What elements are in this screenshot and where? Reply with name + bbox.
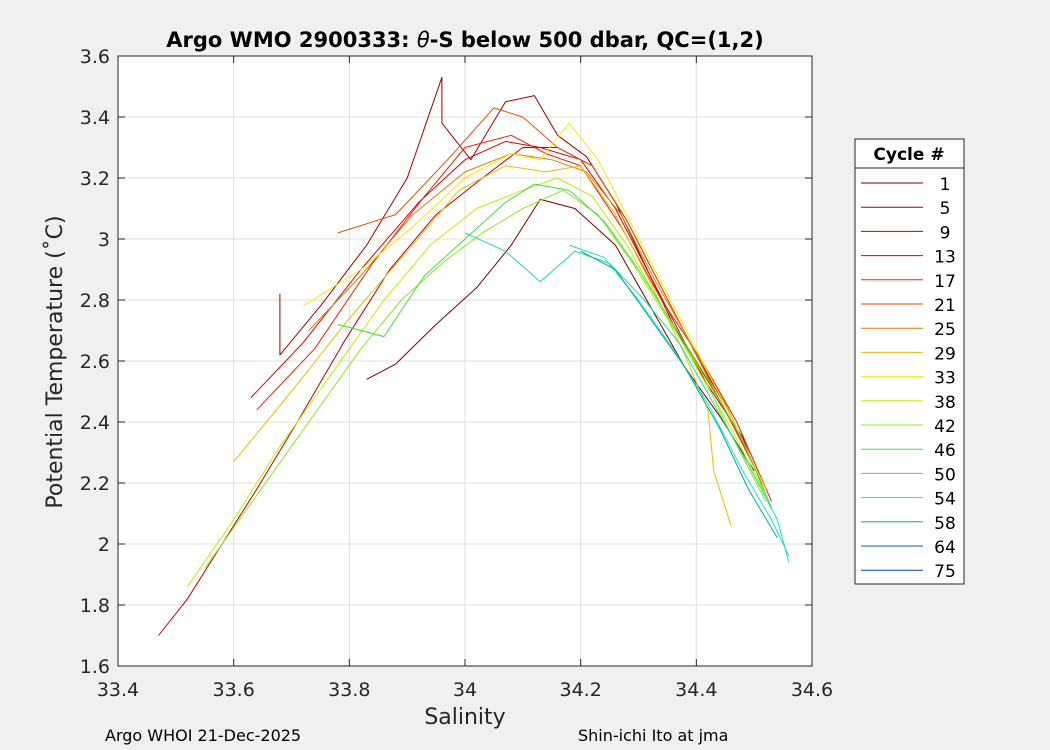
y-tick-label: 2.8 [80,290,110,312]
y-tick-label: 2 [98,534,110,556]
y-tick-label: 1.6 [80,656,110,678]
legend-label-cycle-50: 50 [934,465,956,485]
series-line-cycle-42 [204,189,767,569]
y-tick-label: 1.8 [80,595,110,617]
y-axis-label: Potential Temperature (˚C) [43,215,68,508]
legend-box [854,138,965,585]
series-line-cycle-58 [580,250,778,539]
y-tick-label: 3.4 [80,107,110,129]
y-tick-label: 3 [98,229,110,251]
x-tick-label: 34.4 [675,679,717,701]
x-tick-label: 33.8 [328,679,370,701]
y-tick-label: 2.2 [80,473,110,495]
chart-title: Argo WMO 2900333: θ-S below 500 dbar, QC… [166,28,763,52]
footer-left: Argo WHOI 21-Dec-2025 [105,726,301,745]
series-line-cycle-25 [308,153,761,478]
x-tick-label: 33.4 [97,679,139,701]
x-tick-label: 34 [453,679,477,701]
series-line-cycle-46 [337,183,772,508]
legend-label-cycle-21: 21 [934,296,956,316]
series-line-cycle-5 [279,76,767,496]
legend-label-cycle-75: 75 [934,562,956,582]
legend-label-cycle-17: 17 [934,272,956,292]
legend-label-cycle-13: 13 [934,248,956,268]
legend-label-cycle-33: 33 [934,369,956,389]
legend-label-cycle-58: 58 [934,514,956,534]
series-line-cycle-50 [464,232,790,563]
x-tick-label: 34.2 [560,679,602,701]
series-line-cycle-1 [366,198,755,472]
legend-items: 1 5 9 13 17 21 25 29 33 38 42 46 50 54 58 64 75 [861,175,956,582]
y-tick-label: 3.2 [80,168,110,190]
legend-label-cycle-25: 25 [934,320,956,340]
axis-ticks: 33.4 33.6 33.8 34 34.2 34.4 34.61.61.822.22.42… [80,46,833,701]
legend-label-cycle-64: 64 [934,538,956,558]
series-line-cycle-33 [302,122,767,490]
legend-label-cycle-9: 9 [940,223,951,243]
legend-label-cycle-38: 38 [934,393,956,413]
legend: Cycle # 1 5 9 13 17 21 25 29 33 38 42 46 50 54 58 64 75 [854,138,965,585]
legend-label-cycle-54: 54 [934,490,956,510]
y-tick-label: 2.4 [80,412,110,434]
x-axis-label: Salinity [424,705,505,730]
legend-label-cycle-1: 1 [940,175,951,195]
x-tick-label: 34.6 [791,679,833,701]
legend-label-cycle-5: 5 [940,199,951,219]
series-line-cycle-38 [186,177,767,587]
footer-right: Shin-ichi Ito at jma [578,726,728,745]
legend-label-cycle-46: 46 [934,441,956,461]
data-lines [158,76,790,636]
x-tick-label: 33.6 [213,679,255,701]
y-tick-label: 2.6 [80,351,110,373]
legend-title: Cycle # [873,145,944,165]
legend-label-cycle-29: 29 [934,344,956,364]
series-line-cycle-21 [337,107,767,490]
legend-label-cycle-42: 42 [934,417,956,437]
y-tick-label: 3.6 [80,46,110,68]
